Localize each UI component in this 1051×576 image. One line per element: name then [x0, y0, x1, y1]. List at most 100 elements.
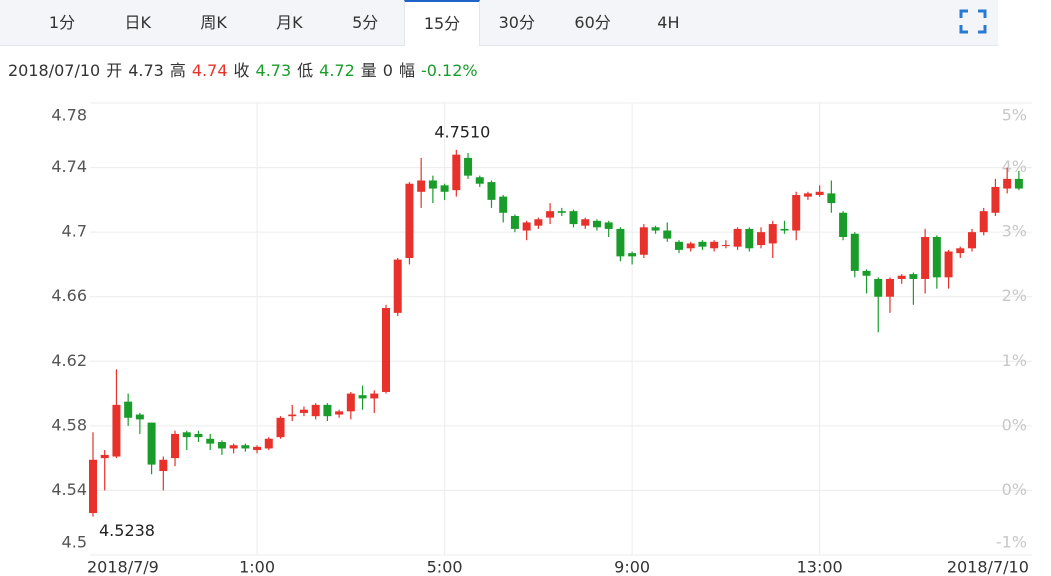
candle-body	[604, 222, 613, 229]
candle-body	[675, 241, 683, 250]
quote-date: 2018/07/10	[8, 61, 101, 80]
candle-body	[440, 185, 449, 192]
candle-body	[288, 414, 297, 417]
candle-body	[991, 186, 1000, 213]
candle-body	[311, 404, 320, 417]
candle-body	[1014, 178, 1023, 189]
candle-body	[264, 438, 273, 449]
candle-body	[850, 233, 859, 271]
candle-body	[428, 180, 437, 189]
candle-body	[768, 224, 777, 244]
candle-body	[885, 278, 894, 297]
candle-body	[592, 220, 601, 228]
candle-body	[335, 411, 344, 415]
quote-value: 4.73	[128, 61, 164, 80]
candle-body	[299, 409, 308, 413]
y2-tick-label: 1%	[1002, 351, 1027, 370]
candle-body	[651, 227, 660, 231]
candle-body	[569, 211, 578, 225]
period-tab[interactable]: 日K	[124, 13, 152, 32]
candle-body	[522, 222, 531, 231]
candle-body	[932, 236, 941, 278]
period-tab[interactable]: 月K	[276, 13, 303, 32]
period-tab[interactable]: 5分	[352, 13, 379, 32]
candle-body	[159, 459, 168, 472]
quote-value: -0.12%	[421, 61, 478, 80]
y-tick-label: 4.66	[51, 286, 87, 305]
quote-label: 低	[297, 61, 314, 80]
candle-body	[968, 232, 976, 249]
candle-body	[909, 274, 918, 279]
period-tabs: 1分 日K 周K 月K 5分 15分 30分 60分 4H	[0, 0, 998, 46]
candle-body	[229, 445, 238, 449]
period-tab[interactable]: 周K	[200, 13, 227, 32]
quote-value: 4.73	[255, 61, 292, 80]
period-tab[interactable]: 1分	[48, 13, 76, 32]
candle-body	[616, 228, 625, 257]
candle-body	[827, 193, 836, 204]
y2-tick-label: 0%	[1002, 415, 1027, 434]
candle-body	[839, 212, 848, 237]
candle-body	[780, 228, 789, 231]
candle-body	[124, 401, 133, 418]
candle-body	[241, 445, 250, 449]
candle-body	[346, 393, 355, 412]
x-tick-label: 1:00	[239, 558, 275, 576]
candle-body	[792, 195, 801, 231]
candle-body	[921, 236, 930, 279]
candle-body	[557, 211, 566, 213]
y-tick-label: 4.78	[51, 106, 87, 125]
y2-tick-label: 4%	[1002, 157, 1027, 176]
candle-body	[487, 182, 496, 200]
y-tick-label: 4.7	[62, 222, 87, 241]
candle-body	[182, 432, 191, 438]
candle-body	[546, 211, 555, 218]
candle-body	[698, 241, 707, 247]
fullscreen-button[interactable]	[959, 9, 987, 34]
candle-body	[897, 275, 906, 279]
candle-body	[499, 196, 508, 213]
candle-body	[757, 232, 766, 246]
candle-body	[194, 433, 203, 438]
period-tab[interactable]: 60分	[574, 13, 611, 32]
candle-body	[874, 278, 883, 297]
y2-tick-label: 5%	[1002, 106, 1027, 125]
candle-body	[452, 154, 461, 191]
candle-body	[253, 446, 262, 451]
quote-label: 开	[106, 61, 123, 80]
period-tab[interactable]: 30分	[498, 13, 535, 32]
period-tab[interactable]: 15分	[404, 0, 480, 46]
candle-body	[803, 193, 812, 197]
candle-body	[323, 404, 332, 417]
candle-body	[393, 259, 402, 313]
candle-body	[510, 216, 519, 229]
period-tab[interactable]: 4H	[657, 13, 680, 32]
candle-body	[405, 183, 414, 258]
quote-value: 0	[382, 61, 393, 80]
candle-body	[147, 422, 156, 465]
candle-body	[979, 211, 988, 233]
candle-body	[733, 228, 742, 247]
candle-body	[745, 228, 754, 249]
candle-body	[956, 248, 965, 254]
candle-body	[710, 241, 719, 249]
candle-body	[721, 245, 730, 247]
x-tick-label: 5:00	[427, 558, 463, 576]
max-annotation: 4.7510	[434, 122, 490, 141]
quote-label: 幅	[398, 61, 415, 80]
candle-body	[628, 253, 637, 257]
fullscreen-icon[interactable]	[959, 9, 987, 34]
y-tick-label: 4.62	[51, 351, 87, 370]
candle-body	[686, 243, 695, 249]
candle-body	[464, 157, 473, 176]
candle-body	[663, 230, 672, 239]
candle-body	[475, 177, 484, 184]
candle-body	[206, 438, 215, 444]
y-tick-label: 4.74	[51, 157, 87, 176]
candle-body	[276, 417, 285, 438]
candle-body	[217, 442, 226, 449]
x-tick-label: 13:00	[797, 558, 843, 576]
y-tick-label: 4.54	[51, 480, 87, 499]
